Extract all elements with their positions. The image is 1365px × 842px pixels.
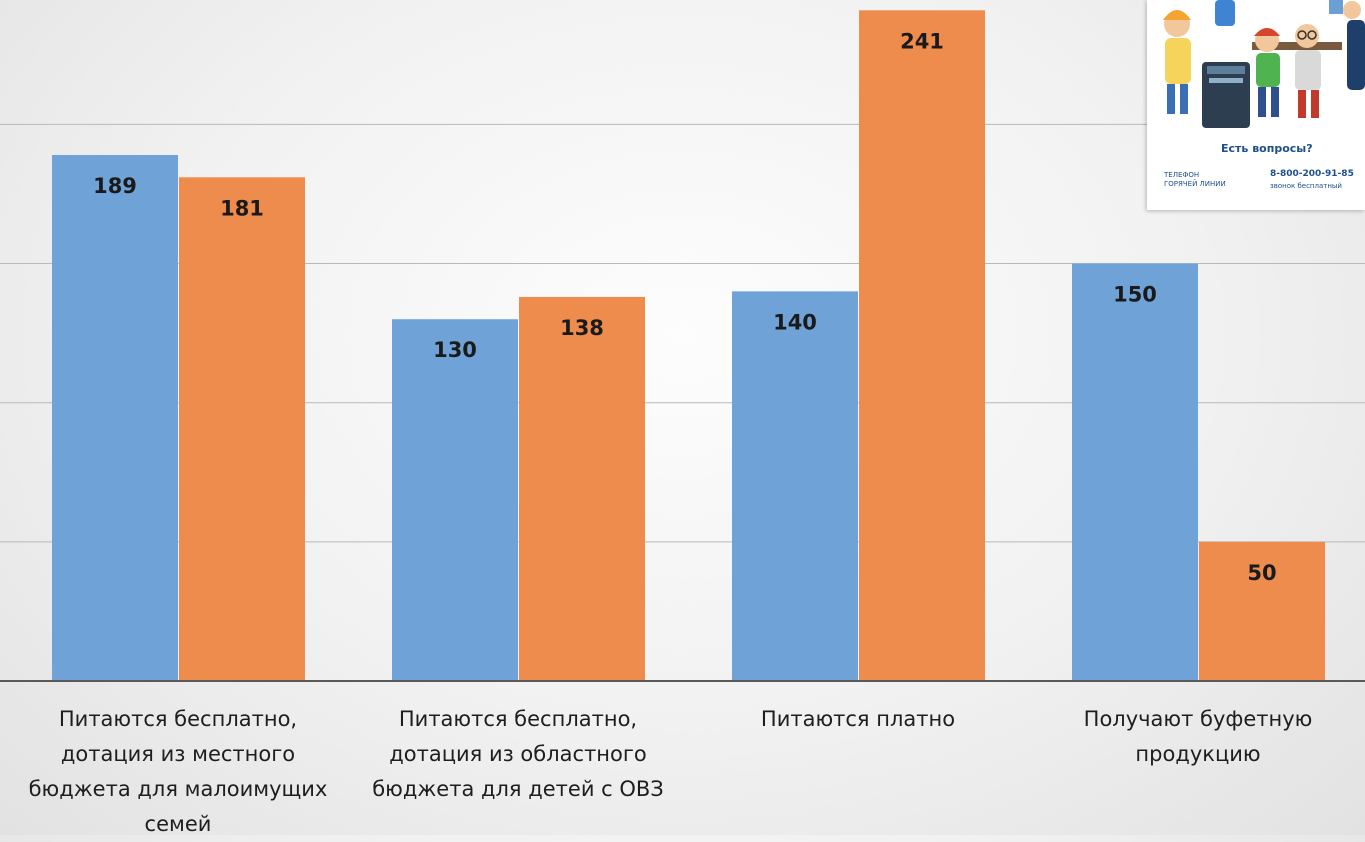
data-label: 140 [773, 310, 817, 334]
bar [1199, 541, 1325, 681]
data-label: 138 [560, 316, 604, 340]
data-label: 241 [900, 29, 944, 53]
bar [52, 155, 178, 681]
category-label-2: Питаются платно [760, 707, 956, 731]
data-label: 50 [1247, 561, 1276, 585]
hotline-promo-card: Есть вопросы? ТЕЛЕФОН ГОРЯЧЕЙ ЛИНИИ 8-80… [1147, 0, 1365, 210]
bar [1072, 263, 1198, 681]
bar [179, 177, 305, 682]
promo-question: Есть вопросы? [1221, 142, 1313, 155]
promo-hotline-label: ТЕЛЕФОН ГОРЯЧЕЙ ЛИНИИ [1164, 171, 1226, 188]
bar [392, 319, 518, 681]
bar [859, 10, 985, 682]
bar [519, 296, 645, 681]
cafeteria-children-illustration [1147, 0, 1365, 135]
category-label-1: Питаются бесплатно, дотация из областног… [372, 707, 664, 801]
category-label-3: Получают буфетную продукцию [1083, 707, 1313, 766]
data-label: 130 [433, 338, 477, 362]
category-label-0: Питаются бесплатно, дотация из местного … [28, 707, 328, 836]
data-label: 189 [93, 174, 137, 198]
bar [732, 291, 858, 681]
data-label: 150 [1113, 283, 1157, 307]
data-label: 181 [220, 196, 264, 220]
promo-phone-note: звонок бесплатный [1270, 182, 1342, 190]
promo-phone-number: 8-800-200-91-85 [1270, 169, 1354, 179]
